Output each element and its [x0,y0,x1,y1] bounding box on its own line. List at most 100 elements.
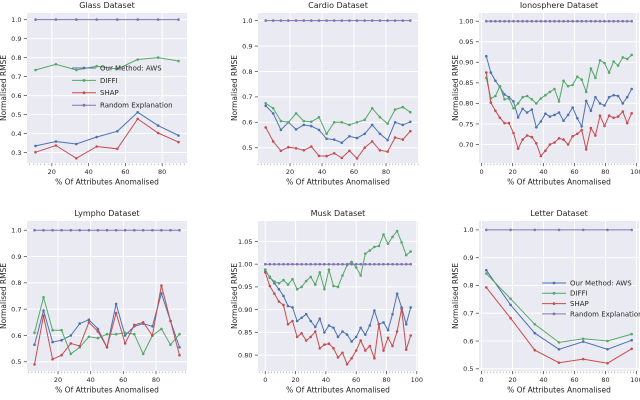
series-marker [123,228,127,232]
series-marker [282,278,285,282]
series-marker [282,303,285,307]
series-marker [295,262,299,266]
series-marker [485,268,488,272]
series-marker [616,19,620,23]
tick-label-y: 0.70 [459,141,473,149]
series-marker [133,323,136,327]
series-marker [395,292,399,295]
series-marker [584,90,588,94]
series-marker [404,348,408,351]
series-marker [268,276,272,280]
series-marker [485,71,488,74]
series-marker [141,228,145,232]
series-marker [350,260,353,264]
tick-label-x: 100 [411,376,423,384]
tick-label-x: 20 [48,168,56,176]
tick-label-x: 20 [291,376,299,384]
series-marker [485,272,488,275]
tick-label-x: 60 [350,168,358,176]
tick-label-y: 0.80 [238,351,252,359]
tick-label-x: 0 [479,376,483,384]
series-marker [271,112,275,115]
series-marker [314,262,317,266]
tick-label-x: 80 [152,376,160,384]
series-marker [594,95,597,99]
series-marker [584,99,588,103]
series-marker [566,84,570,88]
series-marker [373,262,376,266]
series-marker [51,357,54,361]
series-marker [105,346,109,349]
series-marker [348,135,351,138]
tick-label-y: 0.95 [238,283,252,291]
series-marker [294,19,298,22]
series-marker [277,282,281,285]
tick-label-x: 40 [318,168,326,176]
plot-area [27,13,187,163]
series-marker [318,262,322,266]
series-marker [277,300,281,303]
tick-label-x: 20 [508,168,516,176]
legend: Our Method: AWS DIFFI SHAP Random Explanati… [542,279,640,318]
series-marker [373,309,376,312]
series-marker [612,19,615,23]
series-marker [136,18,139,21]
series-marker [264,19,267,22]
series-marker [616,64,620,67]
series-marker [177,18,180,21]
series-marker [386,262,390,266]
series-marker [498,84,502,88]
series-marker [378,132,382,136]
series-marker [525,134,529,137]
series-marker [116,130,119,133]
series-marker [302,123,306,127]
series-marker [404,262,408,266]
series-marker [177,134,180,137]
chart-title: Ionosphere Dataset [520,1,598,10]
series-marker [177,140,180,144]
series-marker [54,63,58,66]
series-marker [75,18,78,21]
series-marker [598,114,602,117]
series-marker [291,319,294,323]
series-marker [630,112,633,115]
series-marker [544,93,547,97]
series-marker [530,98,534,101]
series-marker [498,116,502,120]
series-marker [318,271,322,274]
tick-label-x: 80 [601,376,609,384]
tick-label-x: 20 [286,168,294,176]
series-marker [581,228,585,232]
series-marker [562,79,565,83]
series-marker [279,19,283,22]
series-marker [325,132,328,136]
series-marker [178,228,181,232]
tick-label-y: 0.5 [11,358,21,366]
plot-area [479,221,639,371]
subplot-letter-dataset: 0 20 40 60 80 100 0.5 0.6 0.7 0.8 0.9 1.0 Letter Dat… [434,208,640,400]
series-marker [630,53,633,57]
series-marker [310,145,313,148]
series-marker [336,285,340,289]
series-marker [557,19,561,23]
series-marker [576,116,579,120]
series-marker [581,357,585,361]
tick-label-x: 80 [382,168,390,176]
series-marker [391,312,394,316]
subplot-musk-dataset: 0 20 40 60 80 100 0.80 0.85 0.90 0.95 1.00 1.05 Musk… [213,208,426,400]
series-marker [589,19,593,23]
tick-label-y: 0.90 [238,306,252,314]
tick-label-x: 40 [539,376,547,384]
tick-label-y: 0.85 [459,79,473,87]
series-marker [300,332,303,335]
series-marker [136,111,139,114]
tick-label-y: 0.6 [11,332,21,340]
series-marker [350,262,353,266]
tick-label-y: 0.7 [463,310,473,318]
y-axis-label: Normalised RMSE [230,55,239,121]
series-marker [302,19,306,22]
series-marker [282,294,285,298]
series-marker [332,152,336,155]
series-marker [400,241,403,244]
series-marker [544,19,547,23]
